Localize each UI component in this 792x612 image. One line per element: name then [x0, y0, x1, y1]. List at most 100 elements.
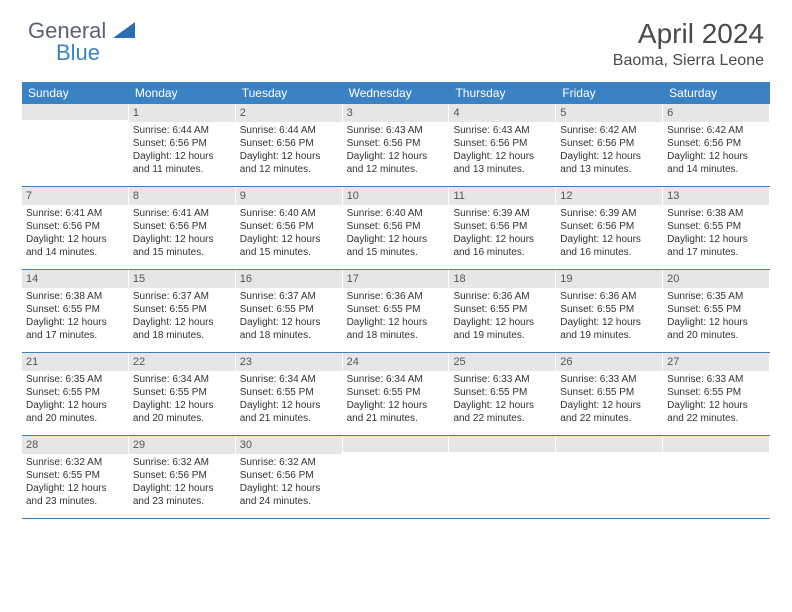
day-cell: 19Sunrise: 6:36 AMSunset: 6:55 PMDayligh…	[556, 270, 663, 352]
weekday-saturday: Saturday	[663, 82, 770, 104]
sunrise-line: Sunrise: 6:33 AM	[560, 373, 658, 386]
daylight-line: Daylight: 12 hours and 22 minutes.	[560, 399, 658, 425]
daylight-line: Daylight: 12 hours and 22 minutes.	[667, 399, 765, 425]
day-number: 12	[556, 187, 662, 205]
day-content: Sunrise: 6:42 AMSunset: 6:56 PMDaylight:…	[663, 122, 769, 180]
day-content: Sunrise: 6:36 AMSunset: 6:55 PMDaylight:…	[449, 288, 555, 346]
daylight-line: Daylight: 12 hours and 12 minutes.	[240, 150, 338, 176]
sunrise-line: Sunrise: 6:38 AM	[667, 207, 765, 220]
day-content: Sunrise: 6:42 AMSunset: 6:56 PMDaylight:…	[556, 122, 662, 180]
sunrise-line: Sunrise: 6:32 AM	[240, 456, 338, 469]
day-cell: 6Sunrise: 6:42 AMSunset: 6:56 PMDaylight…	[663, 104, 770, 186]
day-cell: 12Sunrise: 6:39 AMSunset: 6:56 PMDayligh…	[556, 187, 663, 269]
header: General Blue April 2024 Baoma, Sierra Le…	[0, 0, 792, 78]
sunset-line: Sunset: 6:55 PM	[347, 303, 445, 316]
day-content: Sunrise: 6:44 AMSunset: 6:56 PMDaylight:…	[129, 122, 235, 180]
day-cell: 20Sunrise: 6:35 AMSunset: 6:55 PMDayligh…	[663, 270, 770, 352]
sunset-line: Sunset: 6:55 PM	[453, 386, 551, 399]
sunrise-line: Sunrise: 6:44 AM	[240, 124, 338, 137]
day-number: 8	[129, 187, 235, 205]
daylight-line: Daylight: 12 hours and 24 minutes.	[240, 482, 338, 508]
day-number: 21	[22, 353, 128, 371]
day-content: Sunrise: 6:40 AMSunset: 6:56 PMDaylight:…	[343, 205, 449, 263]
day-content: Sunrise: 6:44 AMSunset: 6:56 PMDaylight:…	[236, 122, 342, 180]
week-row: 28Sunrise: 6:32 AMSunset: 6:55 PMDayligh…	[22, 436, 770, 519]
daylight-line: Daylight: 12 hours and 20 minutes.	[667, 316, 765, 342]
day-cell: 7Sunrise: 6:41 AMSunset: 6:56 PMDaylight…	[22, 187, 129, 269]
sunrise-line: Sunrise: 6:35 AM	[667, 290, 765, 303]
day-cell: 2Sunrise: 6:44 AMSunset: 6:56 PMDaylight…	[236, 104, 343, 186]
week-row: 14Sunrise: 6:38 AMSunset: 6:55 PMDayligh…	[22, 270, 770, 353]
day-content: Sunrise: 6:32 AMSunset: 6:55 PMDaylight:…	[22, 454, 128, 512]
day-number	[556, 436, 662, 452]
sunrise-line: Sunrise: 6:43 AM	[347, 124, 445, 137]
sunset-line: Sunset: 6:56 PM	[667, 137, 765, 150]
day-cell: 5Sunrise: 6:42 AMSunset: 6:56 PMDaylight…	[556, 104, 663, 186]
sunrise-line: Sunrise: 6:36 AM	[560, 290, 658, 303]
day-number	[663, 436, 769, 452]
weeks-container: 1Sunrise: 6:44 AMSunset: 6:56 PMDaylight…	[22, 104, 770, 519]
day-content: Sunrise: 6:39 AMSunset: 6:56 PMDaylight:…	[449, 205, 555, 263]
week-row: 7Sunrise: 6:41 AMSunset: 6:56 PMDaylight…	[22, 187, 770, 270]
sunset-line: Sunset: 6:56 PM	[240, 137, 338, 150]
sunset-line: Sunset: 6:55 PM	[667, 386, 765, 399]
day-number: 5	[556, 104, 662, 122]
day-cell: 8Sunrise: 6:41 AMSunset: 6:56 PMDaylight…	[129, 187, 236, 269]
sunset-line: Sunset: 6:56 PM	[347, 137, 445, 150]
day-number: 23	[236, 353, 342, 371]
day-number: 25	[449, 353, 555, 371]
location: Baoma, Sierra Leone	[613, 52, 764, 70]
day-content: Sunrise: 6:35 AMSunset: 6:55 PMDaylight:…	[22, 371, 128, 429]
day-cell: 1Sunrise: 6:44 AMSunset: 6:56 PMDaylight…	[129, 104, 236, 186]
daylight-line: Daylight: 12 hours and 23 minutes.	[26, 482, 124, 508]
day-cell: 30Sunrise: 6:32 AMSunset: 6:56 PMDayligh…	[236, 436, 343, 518]
sunrise-line: Sunrise: 6:36 AM	[347, 290, 445, 303]
daylight-line: Daylight: 12 hours and 21 minutes.	[347, 399, 445, 425]
day-number: 22	[129, 353, 235, 371]
day-cell: 26Sunrise: 6:33 AMSunset: 6:55 PMDayligh…	[556, 353, 663, 435]
sunset-line: Sunset: 6:55 PM	[26, 303, 124, 316]
day-cell: 23Sunrise: 6:34 AMSunset: 6:55 PMDayligh…	[236, 353, 343, 435]
sunrise-line: Sunrise: 6:39 AM	[453, 207, 551, 220]
day-cell: 25Sunrise: 6:33 AMSunset: 6:55 PMDayligh…	[449, 353, 556, 435]
day-cell: 10Sunrise: 6:40 AMSunset: 6:56 PMDayligh…	[343, 187, 450, 269]
daylight-line: Daylight: 12 hours and 18 minutes.	[240, 316, 338, 342]
sunrise-line: Sunrise: 6:32 AM	[133, 456, 231, 469]
sunrise-line: Sunrise: 6:44 AM	[133, 124, 231, 137]
day-content: Sunrise: 6:40 AMSunset: 6:56 PMDaylight:…	[236, 205, 342, 263]
daylight-line: Daylight: 12 hours and 15 minutes.	[347, 233, 445, 259]
logo-text-blue: Blue	[56, 40, 135, 66]
sunset-line: Sunset: 6:55 PM	[667, 220, 765, 233]
weekday-wednesday: Wednesday	[343, 82, 450, 104]
sunset-line: Sunset: 6:55 PM	[133, 386, 231, 399]
sunset-line: Sunset: 6:56 PM	[133, 469, 231, 482]
day-number: 3	[343, 104, 449, 122]
day-cell: 11Sunrise: 6:39 AMSunset: 6:56 PMDayligh…	[449, 187, 556, 269]
day-content: Sunrise: 6:37 AMSunset: 6:55 PMDaylight:…	[129, 288, 235, 346]
day-number: 28	[22, 436, 128, 454]
day-cell: 13Sunrise: 6:38 AMSunset: 6:55 PMDayligh…	[663, 187, 770, 269]
sunset-line: Sunset: 6:56 PM	[26, 220, 124, 233]
day-cell: 16Sunrise: 6:37 AMSunset: 6:55 PMDayligh…	[236, 270, 343, 352]
day-number: 16	[236, 270, 342, 288]
day-content: Sunrise: 6:39 AMSunset: 6:56 PMDaylight:…	[556, 205, 662, 263]
sunset-line: Sunset: 6:56 PM	[453, 220, 551, 233]
daylight-line: Daylight: 12 hours and 14 minutes.	[667, 150, 765, 176]
day-content: Sunrise: 6:38 AMSunset: 6:55 PMDaylight:…	[663, 205, 769, 263]
day-content: Sunrise: 6:37 AMSunset: 6:55 PMDaylight:…	[236, 288, 342, 346]
day-content: Sunrise: 6:32 AMSunset: 6:56 PMDaylight:…	[129, 454, 235, 512]
sunrise-line: Sunrise: 6:35 AM	[26, 373, 124, 386]
day-cell: 18Sunrise: 6:36 AMSunset: 6:55 PMDayligh…	[449, 270, 556, 352]
sunrise-line: Sunrise: 6:34 AM	[347, 373, 445, 386]
day-number: 15	[129, 270, 235, 288]
weekday-sunday: Sunday	[22, 82, 129, 104]
month-title: April 2024	[613, 18, 764, 50]
sunset-line: Sunset: 6:56 PM	[453, 137, 551, 150]
day-number	[343, 436, 449, 452]
day-content: Sunrise: 6:34 AMSunset: 6:55 PMDaylight:…	[129, 371, 235, 429]
day-content: Sunrise: 6:36 AMSunset: 6:55 PMDaylight:…	[556, 288, 662, 346]
daylight-line: Daylight: 12 hours and 18 minutes.	[133, 316, 231, 342]
day-cell: 15Sunrise: 6:37 AMSunset: 6:55 PMDayligh…	[129, 270, 236, 352]
sunset-line: Sunset: 6:55 PM	[133, 303, 231, 316]
sunset-line: Sunset: 6:55 PM	[560, 386, 658, 399]
